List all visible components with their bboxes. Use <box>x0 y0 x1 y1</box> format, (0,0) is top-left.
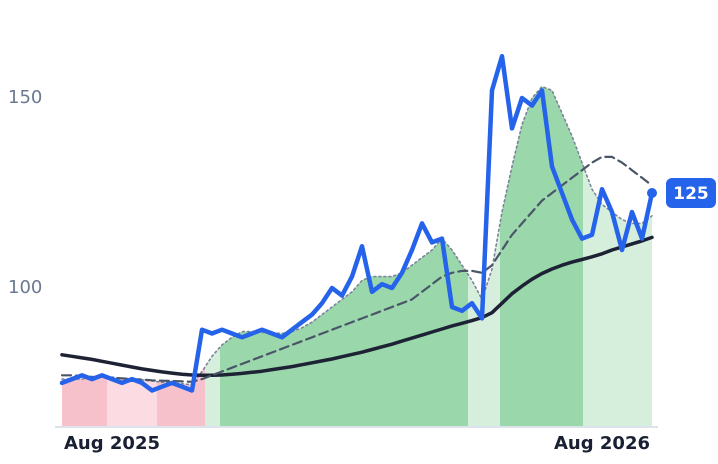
labels: 100 150 Aug 2025 Aug 2026 125 <box>8 87 716 454</box>
x-tick-label: Aug 2025 <box>64 433 160 454</box>
region <box>107 377 157 427</box>
series-line <box>61 85 653 386</box>
regions <box>62 86 652 428</box>
region <box>205 347 220 427</box>
y-tick-label: 150 <box>8 87 42 108</box>
region <box>583 165 652 428</box>
region <box>157 366 205 427</box>
series-line <box>60 155 654 383</box>
region <box>500 86 583 427</box>
region <box>220 238 468 427</box>
last-point <box>647 187 657 198</box>
y-tick-label: 100 <box>8 277 42 298</box>
region <box>468 223 500 427</box>
last-value-badge <box>666 177 716 208</box>
lines <box>59 53 655 393</box>
last-value-label: 125 <box>673 184 709 204</box>
x-tick-label: Aug 2026 <box>554 433 650 454</box>
series-line <box>60 235 654 378</box>
series-line <box>59 53 655 393</box>
region <box>62 377 107 427</box>
